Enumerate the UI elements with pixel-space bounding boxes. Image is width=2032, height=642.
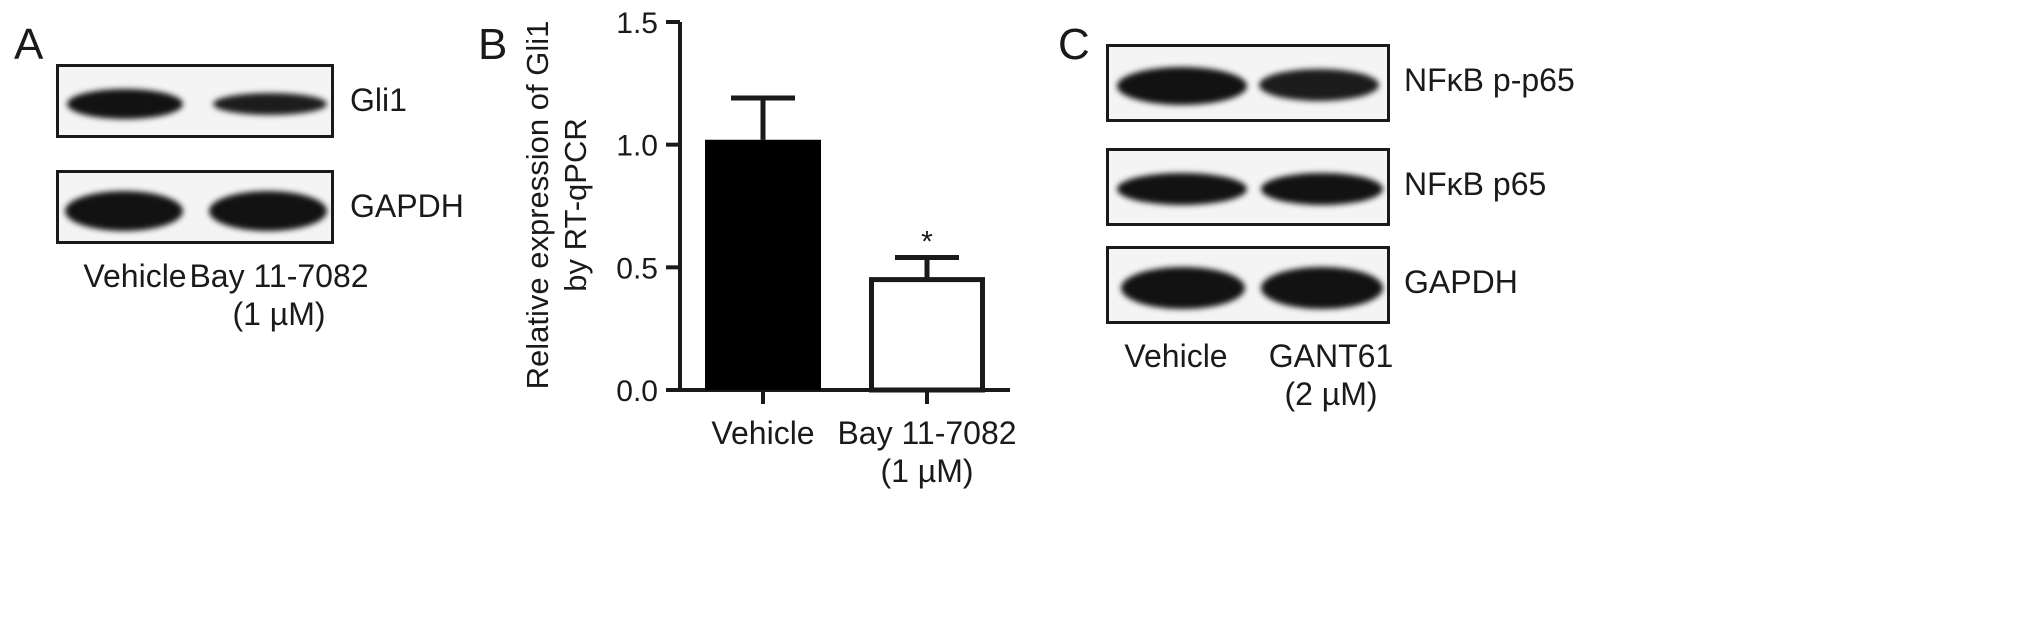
blot-nfkb-p-p65	[1106, 44, 1390, 122]
blot-label-gapdh-c: GAPDH	[1404, 264, 1518, 300]
blot-gapdh-a	[56, 170, 334, 244]
panel-letter-b: B	[478, 20, 508, 69]
band	[209, 191, 327, 231]
band	[65, 191, 183, 231]
bar-chart: 0.0 0.5 1.0 1.5 Relative expression of Gli1 b…	[520, 7, 1017, 489]
panel-letter-a: A	[14, 20, 44, 69]
band	[1261, 173, 1383, 205]
band	[1117, 173, 1247, 205]
band	[1121, 267, 1245, 309]
blot-gli1	[56, 64, 334, 138]
band	[1261, 267, 1383, 309]
lane-dose-gant61: (2 µM)	[1284, 376, 1378, 412]
lane-label-vehicle-c: Vehicle	[1124, 338, 1228, 374]
blot-gapdh-c	[1106, 246, 1390, 324]
bar	[869, 277, 985, 393]
blot-label-gli1: Gli1	[350, 82, 407, 118]
blot-label-nfkb-p65: NFκB p65	[1404, 166, 1547, 202]
y-tick-label: 0.0	[616, 375, 658, 408]
significance-marker: *	[921, 226, 933, 259]
lane-label-vehicle-a: Vehicle	[83, 258, 187, 294]
lane-dose-bay-a: (1 µM)	[232, 296, 326, 332]
blot-label-gapdh-a: GAPDH	[350, 188, 464, 224]
y-tick-label: 1.0	[616, 130, 658, 163]
band	[1117, 67, 1247, 105]
band	[67, 89, 183, 119]
x-tick-label: Bay 11-7082	[837, 415, 1016, 451]
band	[213, 93, 327, 115]
y-axis-label: Relative expression of Gli1	[520, 21, 555, 390]
band	[1259, 69, 1379, 101]
lane-label-bay-a: Bay 11-7082	[189, 258, 369, 294]
y-tick-label: 0.5	[616, 252, 658, 285]
blot-nfkb-p65	[1106, 148, 1390, 226]
x-tick-label: Vehicle	[711, 415, 814, 451]
bar	[705, 139, 821, 390]
x-tick-sublabel: (1 µM)	[880, 453, 973, 489]
panel-letter-c: C	[1058, 20, 1090, 69]
blot-label-nfkb-p-p65: NFκB p-p65	[1404, 62, 1575, 98]
lane-label-gant61: GANT61	[1268, 338, 1394, 374]
y-axis-label: by RT-qPCR	[558, 118, 593, 291]
y-tick-label: 1.5	[616, 7, 658, 40]
